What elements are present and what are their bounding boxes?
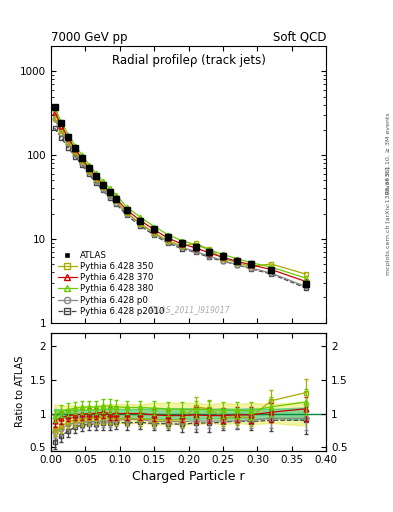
Text: ATLAS_2011_I919017: ATLAS_2011_I919017 [147,305,230,314]
X-axis label: Charged Particle r: Charged Particle r [132,470,245,483]
Text: mcplots.cern.ch [arXiv:1306.3436]: mcplots.cern.ch [arXiv:1306.3436] [386,166,391,274]
Text: 7000 GeV pp: 7000 GeV pp [51,31,128,44]
Legend: ATLAS, Pythia 6.428 350, Pythia 6.428 370, Pythia 6.428 380, Pythia 6.428 p0, Py: ATLAS, Pythia 6.428 350, Pythia 6.428 37… [55,248,167,318]
Text: Rivet 3.1.10, ≥ 3M events: Rivet 3.1.10, ≥ 3M events [386,113,391,195]
Text: Soft QCD: Soft QCD [273,31,326,44]
Text: Radial profileρ (track jets): Radial profileρ (track jets) [112,54,266,68]
Y-axis label: Ratio to ATLAS: Ratio to ATLAS [15,356,26,428]
